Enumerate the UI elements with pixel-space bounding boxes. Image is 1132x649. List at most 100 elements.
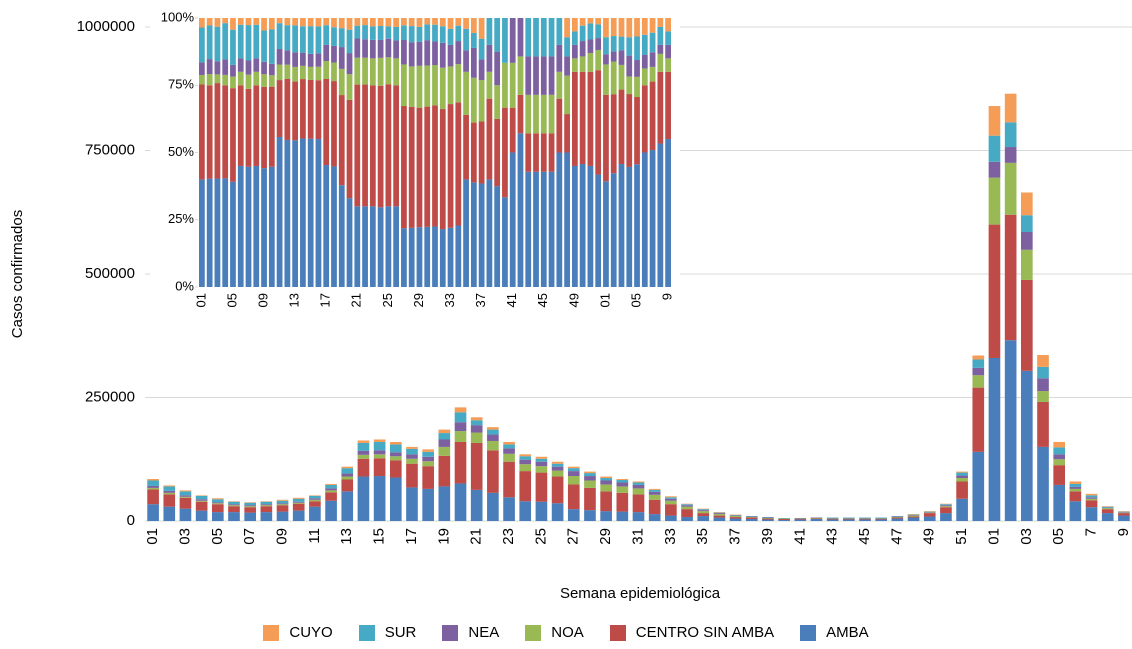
inset-bar-segment [292, 25, 299, 53]
inset-bar-segment [517, 18, 524, 57]
inset-bar-segment [362, 206, 368, 287]
bar-segment [810, 519, 823, 521]
inset-x-tick-label: 41 [504, 293, 519, 307]
inset-bar-segment [634, 36, 640, 61]
bar-segment [535, 472, 548, 502]
bar-segment [406, 458, 418, 464]
inset-bar-segment [455, 41, 462, 65]
inset-bar-segment [261, 168, 267, 287]
inset-bar-segment [478, 38, 485, 60]
bar-segment [1118, 515, 1130, 521]
bar-segment [325, 483, 337, 485]
inset-x-tick-label: 05 [224, 293, 239, 307]
inset-bar-segment [665, 31, 671, 45]
inset-bar-segment [564, 75, 570, 115]
legend-label: AMBA [826, 624, 869, 641]
inset-bar-segment [548, 171, 555, 287]
inset-bar-segment [230, 76, 236, 89]
inset-bar-segment [393, 58, 400, 86]
inset-bar-segment [354, 38, 361, 58]
inset-bar-segment [556, 152, 563, 287]
bar-segment [616, 486, 629, 493]
inset-bar-segment [385, 18, 392, 27]
inset-bar-segment [385, 84, 392, 207]
bar-segment [535, 461, 548, 467]
inset-bar-segment [424, 226, 431, 287]
x-tick-label: 07 [241, 528, 258, 545]
bar-segment [535, 458, 548, 462]
inset-bar-segment [284, 139, 291, 287]
inset-bar-segment [571, 58, 578, 72]
bar-segment [1069, 501, 1082, 521]
y-tick-label: 1000000 [77, 18, 135, 35]
inset-bar-segment [509, 152, 516, 287]
bar-segment [487, 434, 499, 441]
bar-segment [503, 497, 515, 521]
inset-bar-segment [346, 99, 353, 199]
inset-bar-segment [284, 25, 291, 51]
bar-segment [163, 490, 176, 493]
inset-bar-segment [323, 165, 330, 287]
inset-bar-segment [657, 44, 664, 54]
legend-swatch [442, 624, 459, 641]
inset-bar-segment [385, 26, 392, 39]
bar-segment [438, 433, 451, 440]
inset-bar-segment [253, 71, 260, 86]
bar-segment [1021, 232, 1033, 250]
bar-segment [616, 479, 629, 483]
bar-segment [891, 518, 904, 521]
bar-segment [341, 479, 354, 492]
inset-x-tick-label: 29 [411, 293, 426, 307]
inset-bar-segment [300, 65, 306, 80]
inset-bar-segment [587, 52, 594, 72]
bar-segment [341, 466, 354, 469]
inset-bar-segment [369, 18, 376, 27]
x-tick-label: 49 [921, 528, 938, 545]
bar-segment [1085, 493, 1098, 496]
bar-segment [292, 502, 305, 504]
bar-segment [1101, 509, 1114, 514]
inset-bar-segment [253, 18, 260, 25]
inset-bar-segment [292, 66, 299, 82]
inset-bar-segment [315, 139, 322, 287]
inset-bar-segment [494, 118, 501, 187]
inset-bar-segment [486, 44, 493, 72]
bar-segment [584, 487, 596, 511]
bar-segment [940, 507, 952, 514]
bar-segment [648, 494, 661, 500]
bar-segment [1037, 378, 1049, 392]
inset-bar-segment [307, 18, 314, 27]
inset-bar-segment [284, 50, 291, 65]
inset-bar-segment [206, 25, 213, 60]
inset-bar-segment [455, 64, 462, 103]
inset-bar-segment [307, 79, 314, 139]
legend: CUYO SUR NEA NOA CENTRO SIN AMBA AMBA [0, 624, 1132, 641]
bar-segment [681, 505, 693, 507]
inset-bar-segment [603, 18, 609, 38]
inset-bar-segment [556, 18, 563, 45]
inset-bar-segment [284, 64, 291, 79]
legend-label: NOA [551, 624, 584, 641]
bar-segment [454, 483, 467, 521]
inset-bar-segment [276, 136, 283, 287]
inset-bar-segment [261, 30, 267, 62]
bar-segment [406, 448, 418, 455]
bar-segment [1085, 497, 1098, 499]
inset-bar-segment [494, 85, 501, 119]
bar-segment [972, 387, 985, 452]
inset-bar-segment [486, 71, 493, 99]
bar-segment [276, 511, 289, 521]
inset-bar-segment [649, 18, 656, 33]
bar-segment [422, 449, 434, 452]
inset-bar-segment [494, 18, 501, 52]
bar-segment [745, 517, 758, 520]
bar-segment [697, 511, 710, 514]
bar-segment [1021, 215, 1033, 233]
inset-bar-segment [657, 18, 664, 27]
inset-bar-segment [276, 18, 283, 24]
bar-segment [648, 499, 661, 515]
inset-bar-segment [331, 166, 337, 287]
inset-bar-segment [540, 171, 547, 287]
bar-segment [179, 508, 192, 521]
bar-segment [470, 489, 483, 521]
